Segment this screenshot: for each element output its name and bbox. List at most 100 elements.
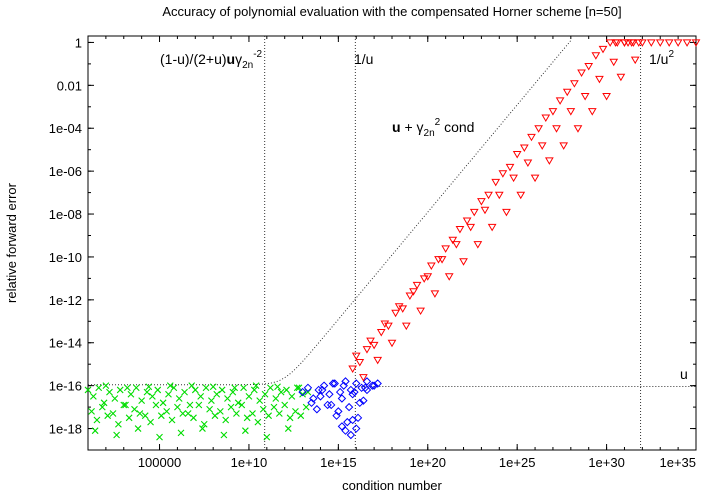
data-point-green xyxy=(132,384,140,392)
data-point-red xyxy=(484,191,493,200)
data-point-green xyxy=(267,384,274,392)
data-point-red xyxy=(562,88,572,97)
data-point-red xyxy=(369,341,379,350)
data-point-green xyxy=(168,416,176,424)
data-point-blue xyxy=(318,385,327,395)
data-point-blue xyxy=(341,426,350,435)
data-point-green xyxy=(190,414,197,422)
data-point-red xyxy=(519,144,529,153)
data-point-red xyxy=(616,73,626,82)
data-point-red xyxy=(577,69,586,77)
data-point-red xyxy=(502,208,511,217)
annotation-bound-formula: u + γ2n2 cond xyxy=(392,117,474,139)
data-point-blue xyxy=(298,387,307,397)
data-point-blue xyxy=(353,413,363,423)
data-point-green xyxy=(213,390,221,398)
data-point-red xyxy=(637,39,647,47)
y-tick-label: 1e-16 xyxy=(49,379,82,394)
data-point-red xyxy=(516,191,526,200)
data-point-red xyxy=(580,93,590,101)
data-point-green xyxy=(272,395,280,402)
data-point-green xyxy=(284,425,292,432)
data-point-green xyxy=(177,429,185,437)
data-point-green xyxy=(265,412,273,420)
data-point-green xyxy=(122,401,129,409)
data-point-blue xyxy=(373,379,382,388)
data-point-red xyxy=(544,157,554,165)
y-tick-label: 1e-08 xyxy=(49,207,82,222)
data-point-green xyxy=(141,412,149,420)
data-point-blue xyxy=(359,396,368,405)
x-tick-label: 1e+15 xyxy=(320,455,357,470)
data-point-green xyxy=(234,399,242,407)
data-point-blue xyxy=(334,407,343,416)
data-point-red xyxy=(537,142,547,150)
bound-curve xyxy=(88,40,572,386)
data-point-green xyxy=(179,410,187,417)
data-point-green xyxy=(116,386,124,394)
data-point-green xyxy=(256,397,264,405)
data-point-green xyxy=(207,397,215,405)
data-point-red xyxy=(412,281,422,290)
data-point-green xyxy=(136,410,144,417)
data-point-green xyxy=(274,383,281,391)
data-point-red xyxy=(416,307,425,316)
data-point-red xyxy=(620,39,629,47)
x-tick-label: 1e+20 xyxy=(410,455,447,470)
data-point-red xyxy=(555,97,565,105)
data-point-green xyxy=(292,408,299,415)
data-point-blue xyxy=(307,398,316,408)
data-point-red xyxy=(566,108,576,116)
data-point-green xyxy=(125,414,133,422)
data-point-green xyxy=(88,408,95,415)
data-point-green xyxy=(131,405,138,413)
data-point-blue xyxy=(357,383,366,393)
data-point-red xyxy=(362,346,372,354)
data-point-red xyxy=(423,273,433,281)
y-tick-label: 1e-10 xyxy=(49,250,82,265)
data-point-blue xyxy=(341,377,350,386)
data-point-green xyxy=(227,403,235,411)
data-point-green xyxy=(95,384,103,392)
data-point-red xyxy=(655,39,665,47)
data-point-green xyxy=(159,399,167,407)
data-point-blue xyxy=(369,381,379,390)
data-point-green xyxy=(286,414,294,422)
data-point-blue xyxy=(346,385,356,395)
data-point-blue xyxy=(337,422,347,431)
data-point-red xyxy=(573,125,583,133)
data-point-green xyxy=(104,412,112,420)
data-point-green xyxy=(241,427,249,435)
annotation-one-over-u: 1/u xyxy=(354,51,373,67)
data-point-red xyxy=(664,39,674,47)
y-tick-label: 1e-04 xyxy=(49,121,82,136)
data-point-red xyxy=(552,125,561,133)
data-point-red xyxy=(398,305,408,313)
data-point-red xyxy=(587,108,597,116)
x-tick-label: 1e+10 xyxy=(231,455,268,470)
data-point-green xyxy=(250,386,258,394)
data-point-green xyxy=(245,392,253,400)
data-point-blue xyxy=(352,424,361,433)
data-point-red xyxy=(494,191,504,200)
data-point-blue xyxy=(325,390,334,399)
x-tick-label: 1e+25 xyxy=(499,455,536,470)
data-point-green xyxy=(138,397,146,405)
data-point-green xyxy=(98,403,106,411)
data-point-green xyxy=(166,382,174,390)
data-point-blue xyxy=(303,383,313,393)
data-point-green xyxy=(299,390,306,398)
data-point-green xyxy=(302,403,310,411)
data-point-blue xyxy=(344,402,354,412)
data-point-green xyxy=(218,386,226,394)
plot-frame xyxy=(87,35,697,451)
data-point-red xyxy=(373,356,383,365)
data-point-green xyxy=(186,401,194,409)
data-point-red xyxy=(584,63,594,71)
data-point-green xyxy=(240,384,247,392)
data-point-green xyxy=(270,403,278,411)
data-point-green xyxy=(263,433,271,441)
data-point-blue xyxy=(332,411,341,420)
data-point-red xyxy=(441,245,451,253)
